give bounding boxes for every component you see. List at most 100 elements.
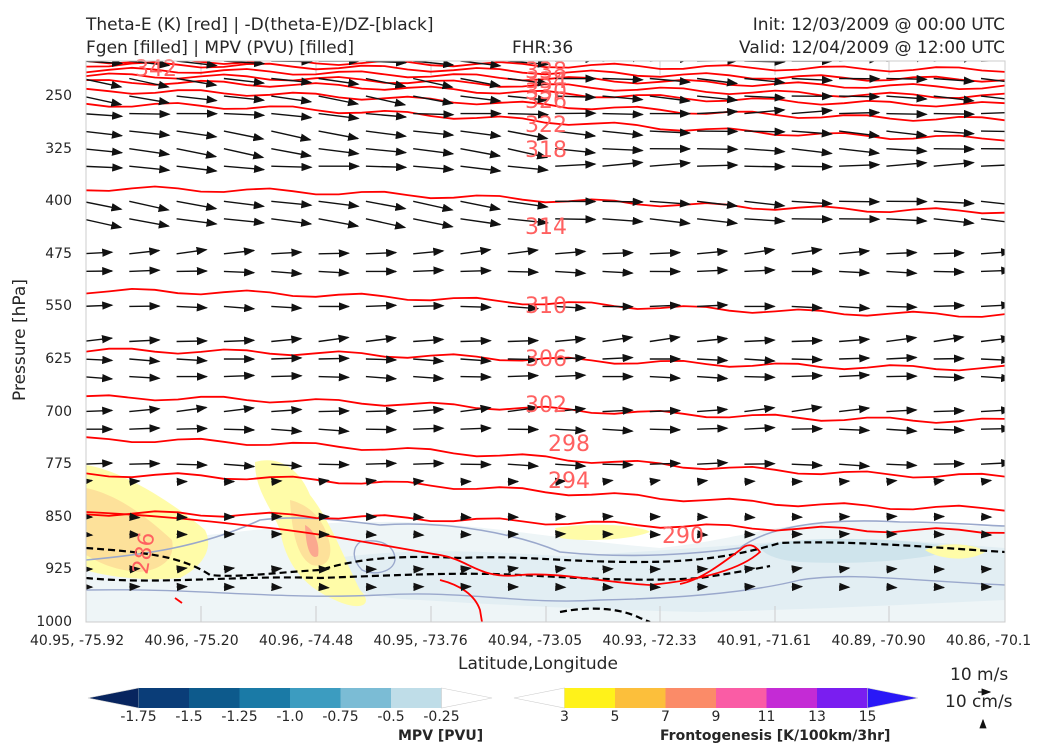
mpv-colorbar-tick: -1.25	[221, 709, 258, 725]
wind-arrow	[697, 107, 739, 117]
wind-arrow	[791, 75, 834, 85]
wind-arrow	[649, 95, 691, 104]
wind-arrow	[460, 302, 492, 312]
x-tick-label: 40.93, -72.33	[602, 633, 697, 649]
wind-arrow	[649, 77, 691, 86]
wind-arrow	[697, 458, 729, 468]
wind-arrow	[744, 459, 776, 469]
wind-arrow	[791, 355, 824, 364]
wind-arrow	[791, 246, 823, 256]
theta-e-contour-low-2	[439, 579, 483, 622]
y-tick-label: 775	[45, 456, 72, 473]
wind-arrow	[697, 301, 729, 310]
wind-arrow	[86, 373, 114, 383]
wind-arrow	[318, 148, 360, 157]
wind-arrow	[839, 92, 881, 101]
wind-arrow	[886, 61, 928, 63]
fgen-fill-orange-left	[86, 488, 173, 572]
wind-arrow	[318, 354, 350, 363]
wind-arrow	[129, 530, 141, 539]
wind-arrow	[933, 248, 966, 258]
wind-arrow	[365, 459, 398, 468]
wind-arrow	[649, 373, 682, 382]
wind-arrow	[555, 247, 587, 257]
wind-arrow	[365, 355, 398, 364]
wind-arrow	[886, 477, 898, 486]
fgen-colorbar-segment	[615, 688, 666, 708]
wind-arrow	[223, 336, 256, 345]
mpv-contour-loop	[353, 540, 396, 574]
wind-arrow	[744, 404, 776, 414]
wind-arrow	[365, 130, 407, 140]
mpv-colorbar-segment	[391, 688, 442, 708]
wind-arrow	[697, 424, 729, 433]
wind-arrow	[129, 424, 161, 433]
wind-arrow	[318, 460, 350, 469]
theta-e-contour	[86, 347, 1005, 372]
wind-arrow	[413, 512, 425, 522]
wind-arrow	[838, 565, 851, 574]
wind-arrow	[602, 353, 634, 363]
wind-arrow	[460, 565, 472, 574]
wind-arrow	[602, 75, 644, 84]
wind-arrow	[933, 582, 946, 592]
wind-arrow	[507, 355, 540, 364]
wind-arrow	[176, 148, 218, 159]
theta-e-label: 310	[525, 294, 567, 319]
wind-arrow	[223, 268, 256, 277]
wind-arrow	[697, 355, 729, 365]
wind-arrow	[791, 198, 834, 208]
wind-arrow	[697, 161, 739, 170]
theta-e-contour	[86, 87, 1005, 122]
wind-arrow	[413, 218, 454, 229]
wind-arrow	[223, 565, 236, 574]
wind-arrow	[697, 373, 729, 383]
fgen-colorbar-segment	[817, 688, 868, 708]
wind-arrow	[886, 334, 918, 344]
mpv-colorbar-segment	[340, 688, 392, 708]
wind-arrow	[365, 248, 398, 258]
y-tick-label: 250	[45, 88, 72, 105]
wind-arrow	[744, 423, 776, 433]
x-tick-label: 40.86, -70.1	[946, 633, 1032, 649]
wind-arrow	[460, 246, 492, 256]
wind-arrow	[602, 460, 634, 469]
mpv-colorbar-segment	[87, 687, 139, 709]
theta-e-contour	[86, 79, 1005, 108]
wind-arrow	[933, 301, 966, 310]
wind-arrow	[176, 165, 218, 174]
wind-arrow	[129, 512, 141, 522]
wind-arrow	[980, 477, 993, 486]
wind-arrow	[507, 77, 549, 87]
theta-e-contour	[86, 510, 1005, 534]
wind-arrow	[839, 130, 881, 139]
wind-arrow	[555, 371, 587, 380]
wind-arrow	[413, 61, 455, 69]
theta-e-label: 338	[525, 59, 567, 84]
mpv-colorbar-segment	[290, 688, 341, 708]
wind-arrow	[460, 372, 492, 382]
wind-arrow	[318, 130, 360, 141]
wind-arrow	[460, 61, 502, 69]
wind-arrow	[933, 217, 975, 227]
wind-arrow	[555, 353, 587, 363]
wind-arrow	[791, 106, 833, 116]
wind-arrow	[365, 77, 407, 89]
fgen-colorbar-segment	[766, 688, 818, 708]
wind-arrow	[176, 336, 208, 346]
wind-arrow	[318, 77, 360, 87]
wind-arrow	[86, 218, 123, 230]
wind-arrow	[839, 147, 881, 157]
wind-arrow	[129, 130, 171, 139]
fgen-colorbar-tick: 13	[808, 709, 826, 725]
wind-arrow	[176, 61, 218, 69]
wind-arrow	[555, 130, 597, 139]
wind-arrow	[460, 95, 502, 105]
y-tick-label: 850	[45, 508, 72, 525]
wind-arrow	[555, 335, 587, 344]
mpv-colorbar-segment	[138, 688, 190, 708]
wind-arrow	[460, 404, 492, 414]
y-tick-label: 475	[45, 245, 72, 262]
wind-arrow	[413, 405, 445, 415]
wind-arrow	[129, 459, 161, 468]
